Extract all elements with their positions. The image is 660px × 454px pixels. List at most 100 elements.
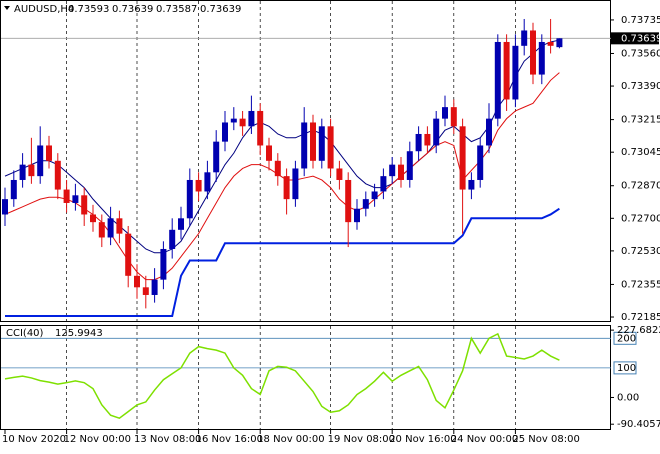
level-box bbox=[613, 361, 637, 375]
y-tick-label: -90.4057 bbox=[617, 419, 660, 430]
candle-body bbox=[81, 195, 88, 215]
y-tick-label: 0.72530 bbox=[621, 246, 660, 257]
y-tick-label: 0.73560 bbox=[621, 48, 660, 59]
level-label: 200 bbox=[617, 333, 636, 344]
candle-body bbox=[98, 222, 105, 238]
candle-body bbox=[116, 218, 123, 234]
candle-body bbox=[362, 199, 369, 209]
candle-body bbox=[142, 287, 149, 295]
candle-body bbox=[538, 41, 545, 75]
candle-body bbox=[186, 179, 193, 219]
candle-body bbox=[37, 145, 44, 177]
candle-body bbox=[318, 126, 325, 161]
candle-body bbox=[442, 107, 448, 119]
candle-body bbox=[266, 145, 272, 161]
indicator-line bbox=[4, 39, 560, 254]
candle-body bbox=[248, 110, 255, 127]
candle-body bbox=[512, 45, 519, 100]
y-tick-label: 0.73215 bbox=[621, 115, 660, 126]
candle-body bbox=[90, 214, 96, 223]
x-tick-label: 10 Nov 2020 bbox=[2, 434, 66, 445]
symbol-label: AUDUSD,H4 bbox=[14, 4, 74, 15]
candle-body bbox=[195, 179, 202, 192]
candle-body bbox=[494, 41, 501, 119]
ohlc-low: 0.73587 bbox=[156, 4, 197, 15]
cci-line bbox=[4, 332, 560, 420]
candle-body bbox=[257, 110, 264, 146]
candle-body bbox=[151, 279, 158, 295]
candle-body bbox=[2, 199, 8, 215]
candle-body bbox=[283, 176, 290, 200]
candle-body bbox=[274, 160, 281, 177]
x-tick-label: 25 Nov 08:00 bbox=[512, 434, 579, 445]
candle-body bbox=[468, 179, 475, 190]
candle-body bbox=[477, 145, 484, 180]
y-tick-label: 0.72870 bbox=[621, 181, 660, 192]
candle-body bbox=[46, 145, 52, 161]
candle-body bbox=[336, 168, 343, 180]
candle-body bbox=[521, 30, 528, 46]
candle-body bbox=[54, 160, 61, 190]
candle-body bbox=[450, 107, 457, 127]
current-price-label: 0.73639 bbox=[621, 33, 660, 44]
candle-body bbox=[213, 141, 220, 173]
y-tick-label: 0.73390 bbox=[621, 81, 660, 92]
candle-body bbox=[415, 133, 422, 152]
candle-body bbox=[134, 275, 140, 288]
x-tick-label: 19 Nov 08:00 bbox=[328, 434, 395, 445]
x-tick-label: 16 Nov 16:00 bbox=[196, 434, 263, 445]
x-tick-label: 13 Nov 08:00 bbox=[134, 434, 201, 445]
indicator-value: 125.9943 bbox=[55, 328, 103, 339]
price-panel-frame bbox=[0, 0, 611, 322]
candle-body bbox=[354, 208, 360, 223]
y-tick-label: 227.6822 bbox=[617, 325, 660, 336]
level-label: 100 bbox=[617, 363, 636, 374]
candle-body bbox=[424, 133, 431, 146]
indicator-panel-frame bbox=[0, 325, 611, 430]
candle-body bbox=[107, 218, 114, 238]
ohlc-open: 0.73593 bbox=[68, 4, 109, 15]
x-tick-label: 18 Nov 00:00 bbox=[257, 434, 324, 445]
candle-body bbox=[380, 176, 387, 192]
x-tick-label: 20 Nov 16:00 bbox=[389, 434, 456, 445]
indicator-label: CCI(40) bbox=[6, 328, 44, 339]
y-tick-label: 0.73045 bbox=[621, 147, 660, 158]
x-tick-label: 12 Nov 00:00 bbox=[64, 434, 131, 445]
candle-body bbox=[327, 126, 334, 169]
candle-body bbox=[178, 218, 184, 230]
indicator-line bbox=[5, 207, 560, 318]
candle-body bbox=[503, 41, 510, 100]
candle-body bbox=[204, 172, 211, 192]
candle-body bbox=[433, 118, 440, 146]
candle-body bbox=[345, 179, 352, 223]
candle-body bbox=[63, 189, 70, 203]
candle-body bbox=[389, 164, 396, 177]
candle-body bbox=[19, 164, 26, 180]
candle-body bbox=[125, 233, 132, 276]
y-tick-label: 0.72700 bbox=[621, 213, 660, 224]
ohlc-close: 0.73639 bbox=[200, 4, 241, 15]
candle-body bbox=[547, 41, 554, 46]
current-price-box bbox=[611, 32, 659, 45]
candle-body bbox=[530, 30, 536, 75]
x-tick-label: 24 Nov 00:00 bbox=[451, 434, 518, 445]
candle-body bbox=[301, 122, 308, 169]
y-tick-label: 0.72185 bbox=[621, 312, 660, 323]
level-box bbox=[613, 331, 637, 345]
candle-body bbox=[371, 191, 378, 200]
candle-body bbox=[222, 122, 228, 142]
y-tick-label: 0.72355 bbox=[621, 279, 660, 290]
candle-body bbox=[310, 122, 316, 161]
y-tick-label: 0.73735 bbox=[621, 15, 660, 26]
candle-body bbox=[239, 118, 246, 127]
candle-body bbox=[160, 248, 167, 280]
candle-body bbox=[292, 168, 299, 200]
candle-body bbox=[459, 126, 466, 190]
candle-body bbox=[72, 195, 79, 203]
ohlc-high: 0.73639 bbox=[112, 4, 153, 15]
y-tick-label: 0.00 bbox=[617, 392, 639, 403]
candle-body bbox=[10, 179, 17, 200]
menu-arrow bbox=[4, 6, 10, 10]
candle-body bbox=[556, 38, 563, 48]
